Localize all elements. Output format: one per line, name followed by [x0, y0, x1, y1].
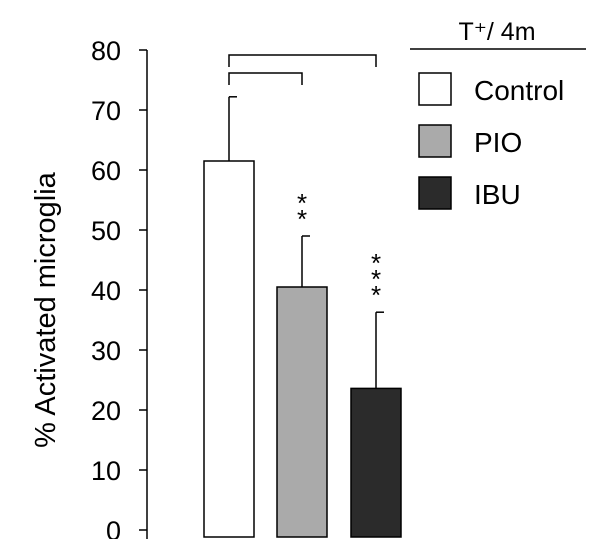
y-axis-label: % Activated microglia: [30, 171, 62, 447]
bracket-control-ibu: [228, 54, 377, 67]
y-tick-label-70: 70: [91, 96, 121, 126]
legend-label-control: Control: [474, 75, 564, 106]
y-tick-label-80: 80: [91, 36, 121, 66]
legend-swatch-ibu: [418, 176, 452, 210]
significance-brackets: [228, 54, 377, 85]
significance-star-ibu: *: [371, 248, 381, 278]
y-tick-label-30: 30: [91, 336, 121, 366]
bracket-control-pio: [228, 72, 303, 85]
y-tick-label-20: 20: [91, 396, 121, 426]
bar-control: [203, 160, 255, 538]
bar-pio: [276, 286, 328, 538]
y-tick-label-50: 50: [91, 216, 121, 246]
legend: T⁺/ 4m Control PIO IBU: [410, 18, 586, 210]
legend-label-ibu: IBU: [474, 179, 521, 210]
legend-title: T⁺/ 4m: [458, 18, 535, 46]
significance-star-ibu: *: [371, 264, 381, 294]
y-tick-label-0: 0: [106, 516, 121, 539]
bar-ibu: [350, 387, 402, 538]
significance-star-pio: *: [297, 188, 307, 218]
y-tick-label-60: 60: [91, 156, 121, 186]
legend-swatch-pio: [418, 124, 452, 158]
significance-star-ibu: *: [371, 280, 381, 310]
significance-star-pio: *: [297, 204, 307, 234]
y-tick-label-10: 10: [91, 456, 121, 486]
legend-label-pio: PIO: [474, 127, 522, 158]
y-tick-label-40: 40: [91, 276, 121, 306]
legend-swatch-control: [418, 72, 452, 106]
bars: *****: [203, 96, 402, 538]
y-axis: 0 10 20 30 40 50 60 70 80: [91, 36, 148, 539]
